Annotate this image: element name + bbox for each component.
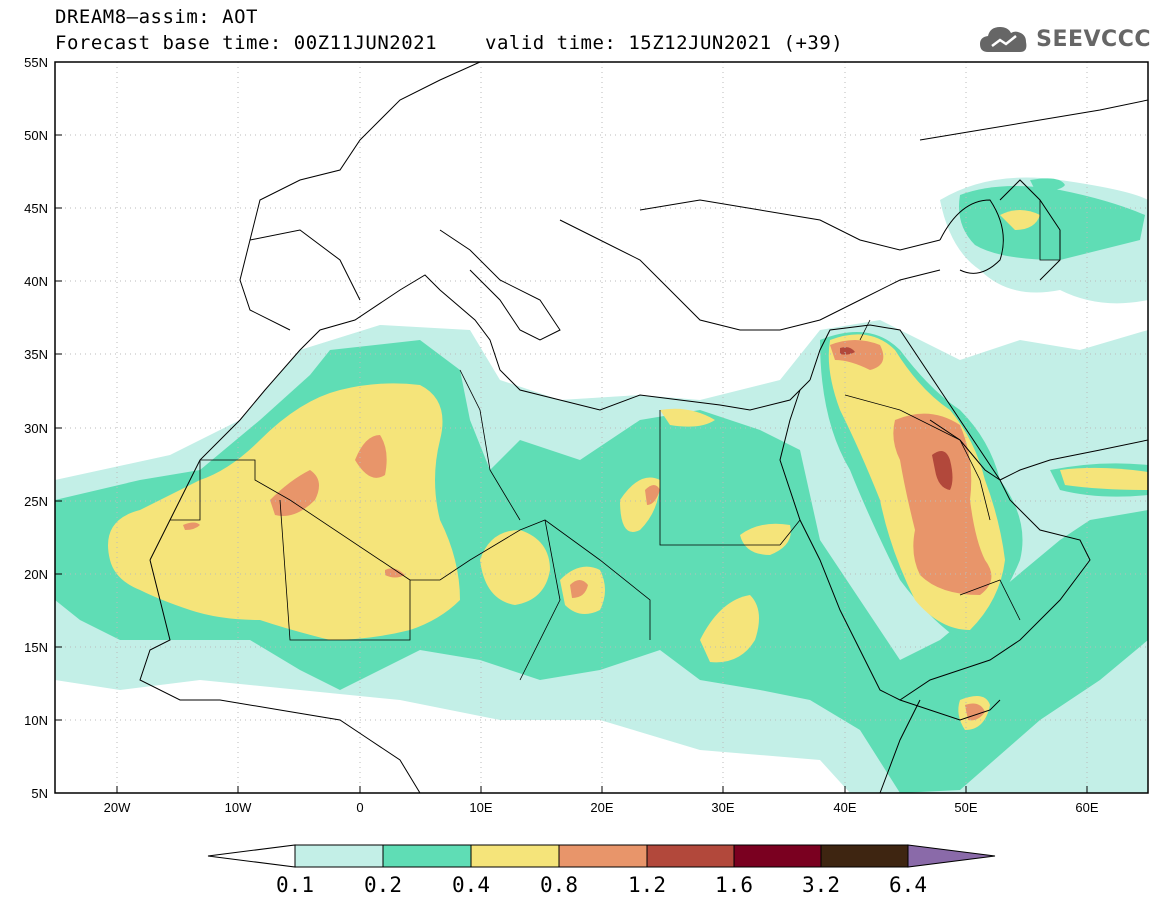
aot-level-1-2 <box>840 347 953 490</box>
lon-label: 60E <box>1075 800 1098 815</box>
lon-label: 0 <box>356 800 363 815</box>
lon-label: 10W <box>225 800 252 815</box>
lon-label: 50E <box>954 800 977 815</box>
lat-label: 15N <box>24 640 48 655</box>
colorbar-segment <box>382 844 472 868</box>
coastlines <box>139 62 1148 793</box>
lat-label: 40N <box>24 274 48 289</box>
lon-label: 20W <box>104 800 131 815</box>
colorbar-segment <box>907 844 996 868</box>
lon-label: 20E <box>590 800 613 815</box>
colorbar-segment <box>646 844 735 868</box>
colorbar-segment <box>558 844 648 868</box>
lat-label: 55N <box>24 55 48 70</box>
colorbar-segment <box>294 844 384 868</box>
lat-label: 5N <box>31 786 48 801</box>
map-title: DREAM8–assim: AOT <box>55 6 258 28</box>
colorbar-segment <box>733 844 822 868</box>
colorbar-label: 1.2 <box>628 873 666 897</box>
lat-label: 25N <box>24 494 48 509</box>
valid-time: valid time: 15Z12JUN2021 (+39) <box>485 32 844 54</box>
colorbar-label: 6.4 <box>889 873 927 897</box>
logo-text: SEEVCCC <box>1036 26 1151 52</box>
colorbar-segment <box>820 844 909 868</box>
colorbar-segment <box>470 844 560 868</box>
lat-label: 45N <box>24 201 48 216</box>
lat-label: 30N <box>24 421 48 436</box>
colorbar-label: 0.2 <box>364 873 402 897</box>
forecast-base-time: Forecast base time: 00Z11JUN2021 <box>55 32 438 54</box>
lat-label: 50N <box>24 128 48 143</box>
colorbar-label: 0.4 <box>452 873 490 897</box>
aot-level-0-8 <box>183 340 992 721</box>
colorbar-labels: 0.1 0.2 0.4 0.8 1.2 1.6 3.2 6.4 <box>276 873 927 897</box>
lon-label: 10E <box>469 800 492 815</box>
axis-ticks <box>55 61 1088 793</box>
colorbar-label: 0.8 <box>540 873 578 897</box>
lon-label: 40E <box>833 800 856 815</box>
lon-axis-labels: 20W 10W 0 10E 20E 30E 40E 50E 60E <box>104 800 1099 815</box>
country-borders <box>170 200 1060 681</box>
lon-label: 30E <box>711 800 734 815</box>
seevccc-logo: SEEVCCC <box>978 22 1151 56</box>
colorbar <box>207 844 996 868</box>
lat-label: 35N <box>24 347 48 362</box>
lat-axis-labels: 55N 50N 45N 40N 35N 30N 25N 20N 15N 10N … <box>24 55 48 801</box>
map-subtitle: Forecast base time: 00Z11JUN2021 valid ti… <box>55 32 843 54</box>
colorbar-segment <box>207 844 296 868</box>
aot-field <box>55 177 1148 793</box>
colorbar-label: 3.2 <box>802 873 840 897</box>
colorbar-label: 0.1 <box>276 873 314 897</box>
lat-label: 10N <box>24 713 48 728</box>
colorbar-label: 1.6 <box>715 873 753 897</box>
cloud-icon <box>980 27 1027 52</box>
lat-label: 20N <box>24 567 48 582</box>
